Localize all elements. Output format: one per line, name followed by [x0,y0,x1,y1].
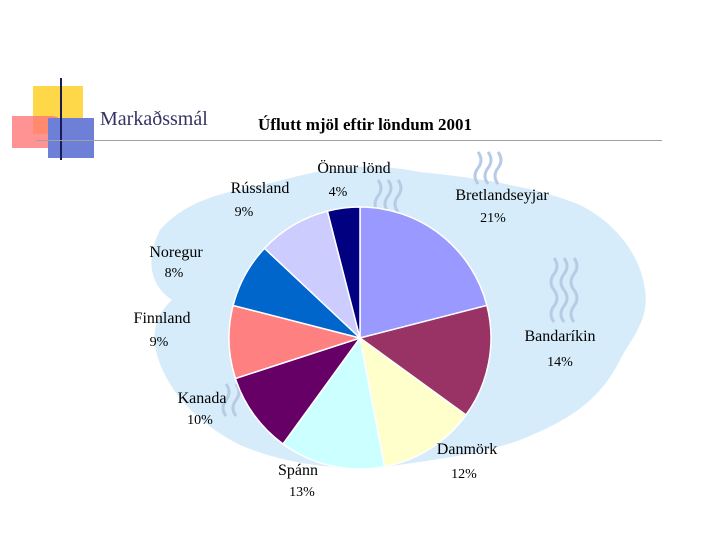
title-underline [36,140,662,141]
slice-name-label: Rússland [230,180,290,197]
slice-percent-label: 21% [480,211,506,226]
deco-blue-square [48,118,94,158]
pie-slice-4 [234,336,362,446]
pie-slice-1 [358,304,492,417]
slice-percent-label: 9% [234,205,254,220]
pie-slice-2 [358,336,468,468]
slice-name-label: Spánn [278,462,318,479]
pie-slice-3 [281,336,386,470]
pie-slice-8 [326,206,361,339]
slice-percent-label: 4% [328,185,348,200]
slice-percent-label: 9% [149,335,169,350]
logo-watermark-icon [221,151,579,417]
slice-name-label: Önnur lönd [317,160,391,177]
slice-percent-label: 12% [451,467,477,482]
slice-percent-label: 8% [164,266,184,281]
pie-slice-0 [359,206,488,339]
slice-percent-label: 10% [187,413,213,428]
slice-name-label: Finnland [133,310,191,327]
chart-title: Úflutt mjöl eftir löndum 2001 [258,115,473,134]
slice-name-label: Bandaríkin [524,328,596,345]
slice-name-label: Kanada [177,390,227,407]
deco-vertical-line [60,78,62,160]
section-title: Markaðssmál [100,108,208,130]
slice-percent-label: 14% [547,355,573,370]
slice-name-label: Bretlandseyjar [455,187,549,204]
slice-name-label: Danmörk [436,441,498,458]
slice-name-label: Noregur [149,244,203,261]
slice-percent-label: 13% [289,485,315,500]
